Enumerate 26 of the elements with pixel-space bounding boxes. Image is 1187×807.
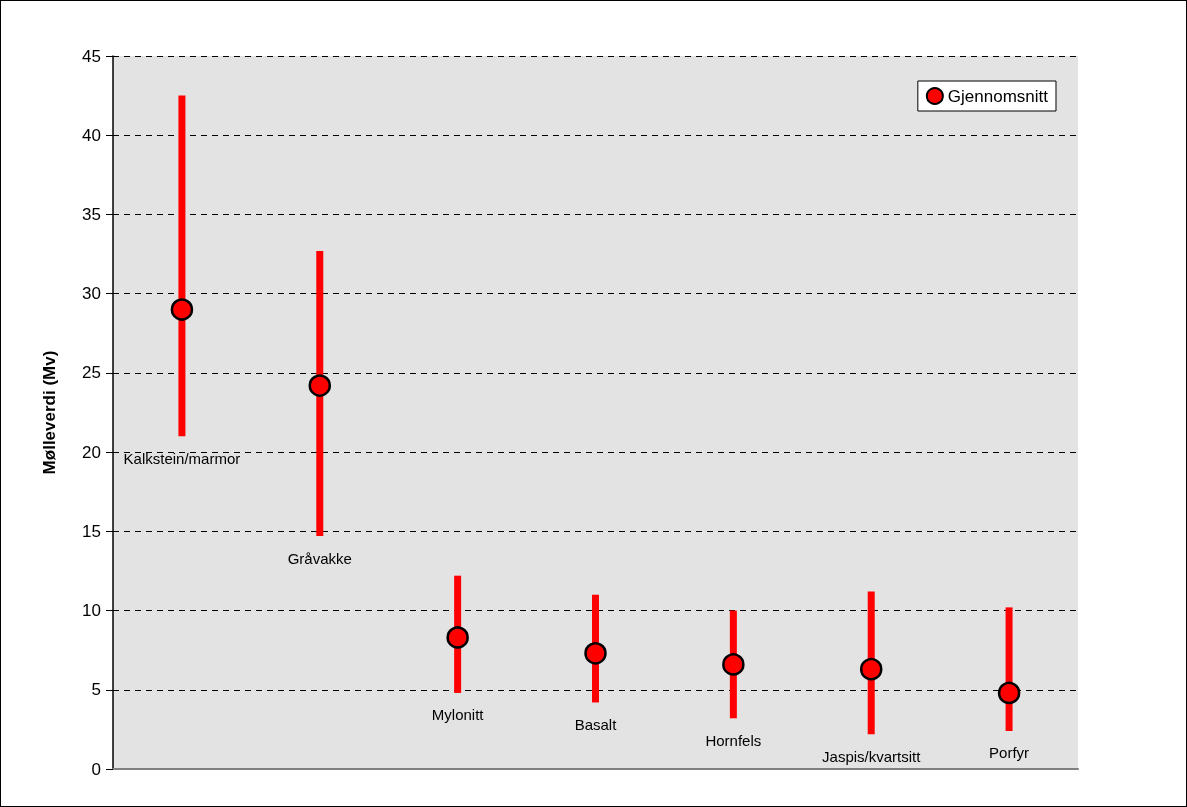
y-tick-label: 0	[91, 759, 101, 779]
point	[859, 657, 883, 681]
y-tick-label: 45	[82, 46, 101, 66]
y-tick-label: 10	[82, 601, 101, 621]
point	[997, 681, 1021, 705]
point	[308, 374, 332, 397]
y-tick-label: 15	[82, 521, 101, 541]
point	[170, 298, 194, 321]
x-tick-label: Kalkstein/marmor	[123, 449, 241, 467]
point	[722, 653, 745, 676]
y-axis-title: Mølleverdi (Mv)	[40, 350, 59, 475]
y-tick-label: 20	[82, 442, 101, 462]
y-tick-label: 40	[82, 125, 101, 145]
x-tick-label: Gråvakke	[287, 549, 352, 567]
x-tick-label: Hornfels	[705, 731, 762, 749]
y-tick-label: 30	[82, 284, 101, 304]
y-tick-label: 25	[82, 363, 101, 383]
point	[446, 626, 469, 649]
point	[584, 642, 607, 665]
x-tick-label: Mylonitt	[431, 706, 485, 724]
x-tick-label: Basalt	[574, 715, 618, 733]
x-tick-label: Jaspis/kvartsitt	[822, 747, 922, 765]
legend-label: Gjennomsnitt	[947, 86, 1049, 106]
x-tick-label: Porfyr	[989, 744, 1030, 762]
y-tick-label: 5	[91, 680, 101, 700]
y-tick-label: 35	[82, 204, 101, 224]
